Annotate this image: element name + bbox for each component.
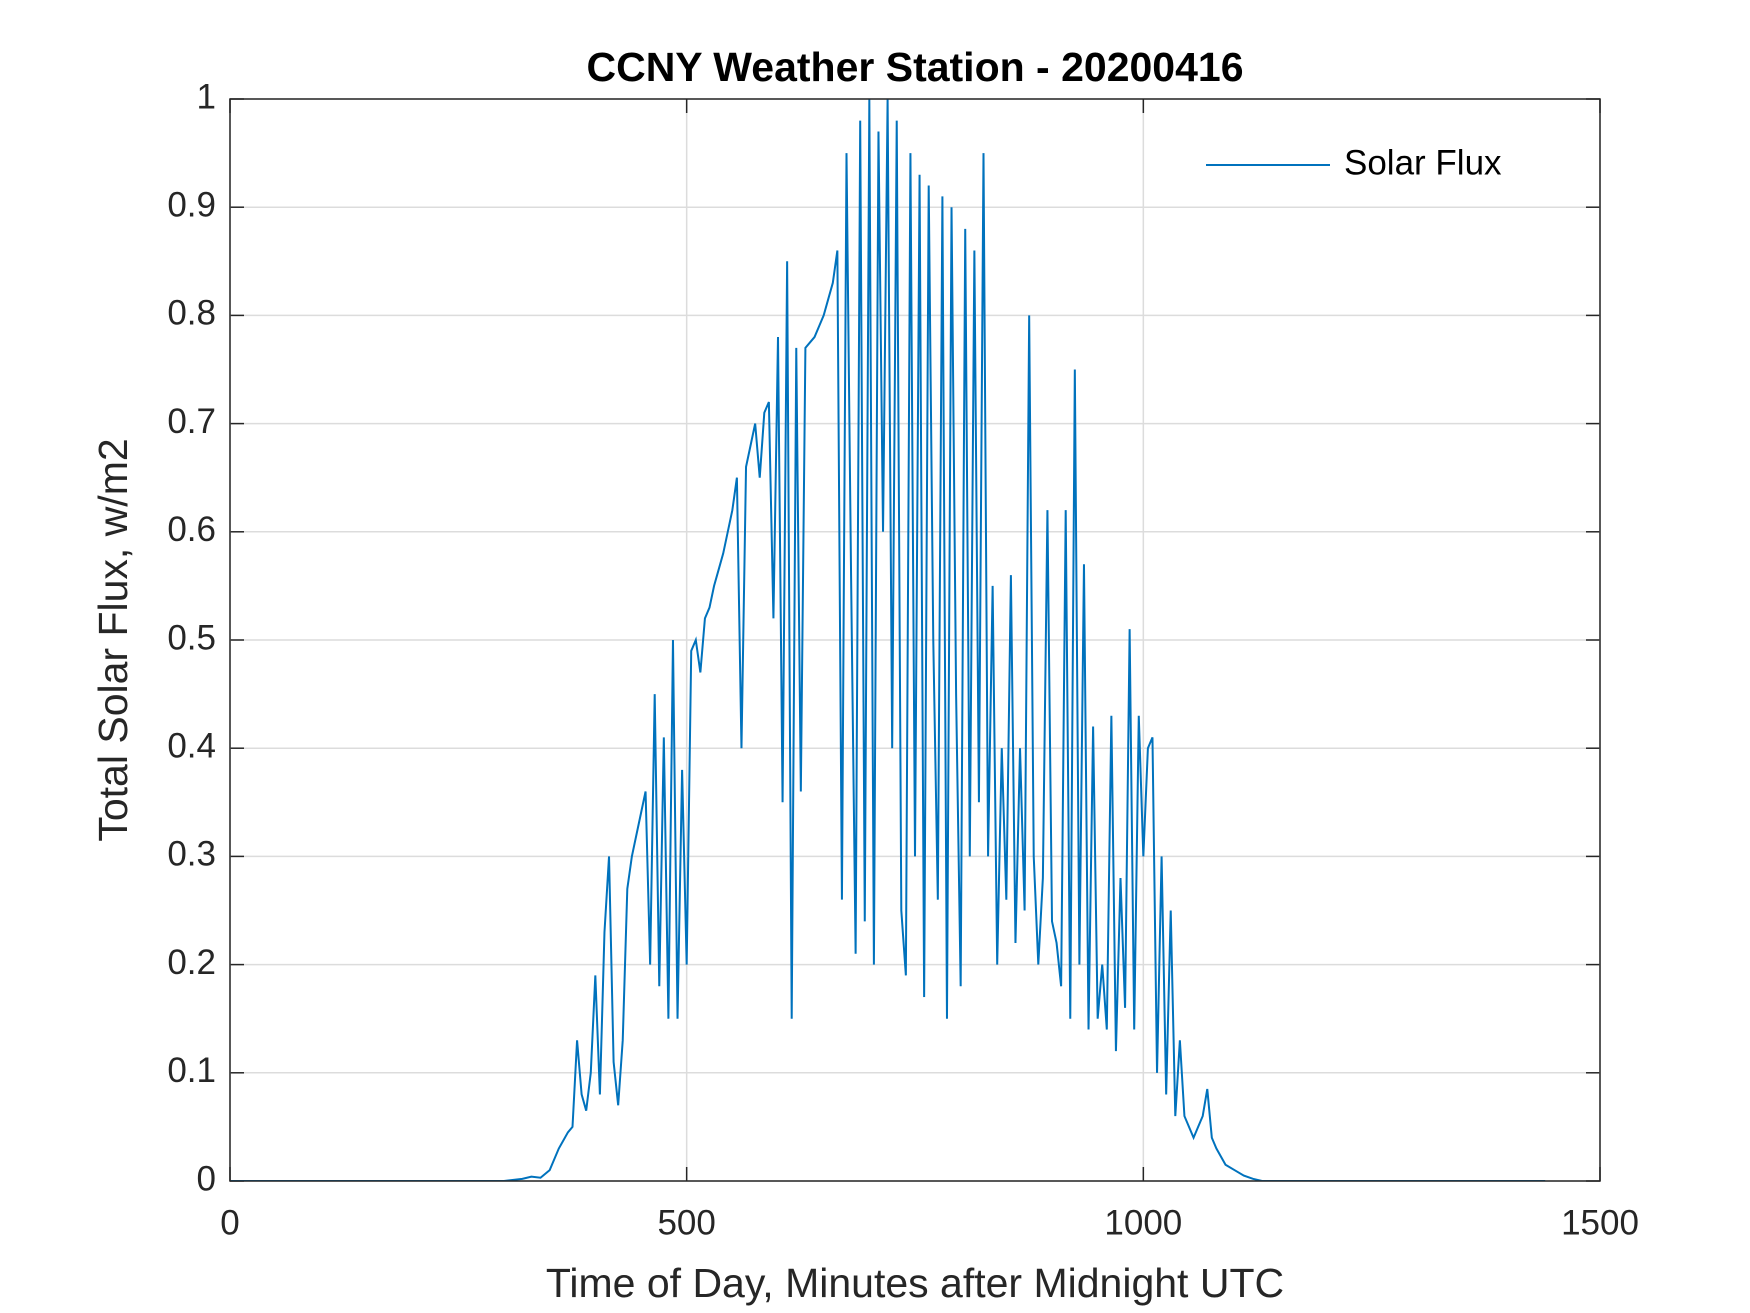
y-tick-label: 0.7 xyxy=(167,402,216,441)
y-tick-label: 0.5 xyxy=(167,618,216,657)
y-tick-label: 0 xyxy=(197,1159,216,1198)
y-tick-label: 0.9 xyxy=(167,185,216,224)
y-tick-label: 0.6 xyxy=(167,510,216,549)
y-tick-label: 0.1 xyxy=(167,1051,216,1090)
y-axis-label: Total Solar Flux, w/m2 xyxy=(90,438,136,841)
legend-label: Solar Flux xyxy=(1344,143,1502,182)
chart-title: CCNY Weather Station - 20200416 xyxy=(586,44,1243,90)
x-tick-label: 1500 xyxy=(1561,1203,1639,1242)
y-tick-label: 0.4 xyxy=(167,726,216,765)
plot-frame xyxy=(229,98,1601,1182)
data-line xyxy=(230,99,1546,1181)
x-axis-label: Time of Day, Minutes after Midnight UTC xyxy=(546,1260,1284,1306)
x-tick-label: 500 xyxy=(657,1203,715,1242)
y-tick-label: 0.8 xyxy=(167,294,216,333)
y-tick-label: 0.3 xyxy=(167,835,216,874)
x-tick-label: 1000 xyxy=(1104,1203,1182,1242)
y-tick-label: 0.2 xyxy=(167,943,216,982)
x-tick-label: 0 xyxy=(220,1203,239,1242)
y-tick-label: 1 xyxy=(197,77,216,116)
